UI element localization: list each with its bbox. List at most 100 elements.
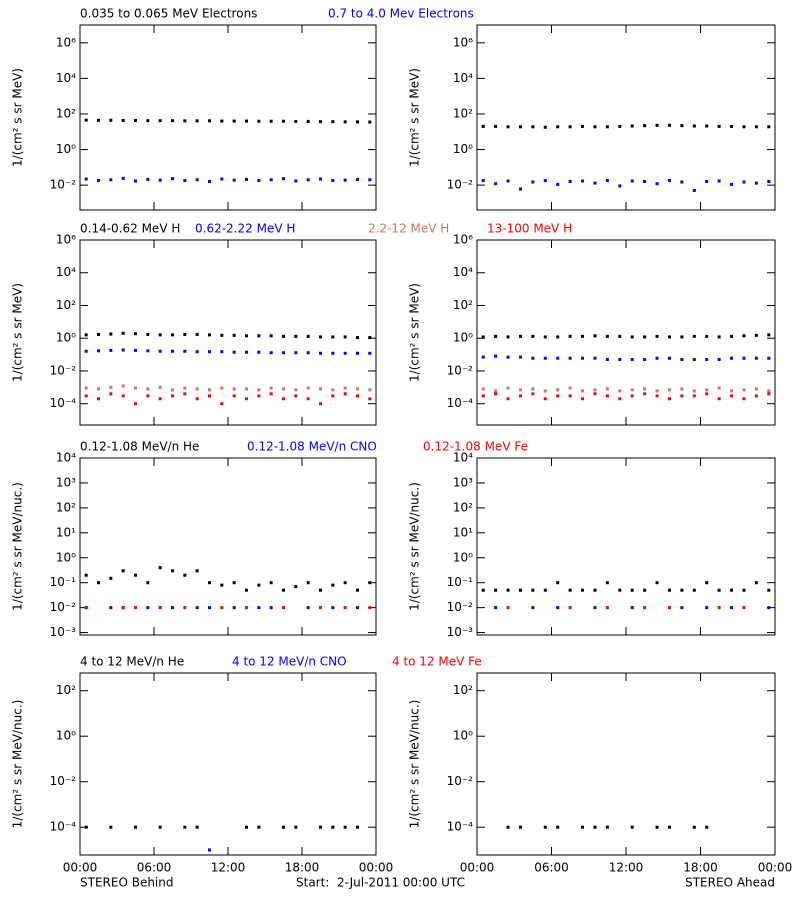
data-point bbox=[630, 588, 634, 592]
data-point bbox=[593, 334, 597, 338]
data-point bbox=[282, 351, 285, 355]
data-point bbox=[282, 334, 285, 338]
data-point bbox=[171, 606, 174, 610]
data-point bbox=[543, 825, 547, 829]
data-point bbox=[717, 606, 721, 610]
footer-right: STEREO Ahead bbox=[685, 876, 775, 890]
data-point bbox=[605, 179, 609, 183]
data-point bbox=[109, 392, 113, 396]
data-point bbox=[208, 848, 211, 852]
data-point bbox=[356, 177, 359, 181]
data-point bbox=[494, 334, 498, 338]
data-point bbox=[717, 397, 721, 401]
data-point bbox=[269, 581, 273, 585]
data-point bbox=[269, 392, 273, 396]
data-point bbox=[581, 588, 585, 592]
data-point bbox=[356, 588, 359, 592]
y-tick-label: 10⁻⁴ bbox=[447, 396, 474, 410]
data-point bbox=[294, 825, 298, 829]
data-point bbox=[506, 335, 510, 339]
data-point bbox=[680, 358, 684, 362]
data-point bbox=[717, 335, 721, 339]
data-point bbox=[767, 389, 771, 393]
x-tick-label: 18:00 bbox=[683, 861, 718, 875]
x-tick-label: 06:00 bbox=[534, 861, 569, 875]
data-point bbox=[220, 386, 224, 390]
data-point bbox=[245, 177, 248, 181]
data-point bbox=[343, 392, 347, 396]
data-point bbox=[158, 825, 162, 829]
data-point bbox=[356, 394, 359, 398]
y-tick-label: 10⁻² bbox=[50, 600, 77, 614]
data-point bbox=[692, 334, 696, 338]
y-tick-label: 10⁴ bbox=[56, 451, 76, 465]
data-point bbox=[506, 125, 510, 129]
data-point bbox=[195, 350, 199, 354]
data-point bbox=[717, 386, 721, 390]
data-point bbox=[667, 388, 671, 392]
data-point bbox=[754, 581, 758, 585]
data-point bbox=[294, 394, 298, 398]
data-point bbox=[605, 358, 609, 362]
data-point bbox=[319, 177, 322, 181]
y-tick-label: 10⁻⁴ bbox=[50, 820, 77, 834]
data-point bbox=[494, 588, 498, 592]
data-point bbox=[97, 581, 100, 585]
data-point bbox=[742, 606, 746, 610]
data-point bbox=[506, 588, 510, 592]
data-point bbox=[556, 394, 560, 398]
x-tick-label: 12:00 bbox=[211, 861, 246, 875]
y-tick-label: 10⁻¹ bbox=[447, 575, 474, 589]
data-point bbox=[568, 606, 572, 610]
data-point bbox=[146, 119, 150, 123]
y-tick-label: 10⁻¹ bbox=[50, 575, 77, 589]
data-point bbox=[506, 397, 510, 401]
data-point bbox=[368, 336, 372, 340]
data-point bbox=[183, 392, 187, 396]
data-point bbox=[705, 179, 709, 183]
data-point bbox=[593, 181, 597, 185]
data-point bbox=[319, 606, 322, 610]
data-point bbox=[220, 402, 224, 406]
y-tick-label: 10² bbox=[453, 500, 473, 514]
data-point bbox=[655, 825, 659, 829]
y-tick-label: 10⁻² bbox=[447, 363, 474, 377]
y-axis-label: 1/(cm² s sr MeV/nuc.) bbox=[11, 482, 25, 611]
data-point bbox=[705, 392, 709, 396]
data-point bbox=[171, 569, 174, 573]
data-point bbox=[494, 354, 498, 358]
data-point bbox=[306, 351, 310, 355]
data-point bbox=[506, 355, 510, 359]
y-tick-label: 10² bbox=[453, 298, 473, 312]
data-point bbox=[97, 179, 100, 183]
data-point bbox=[195, 119, 199, 123]
data-point bbox=[282, 397, 285, 401]
data-point bbox=[568, 588, 572, 592]
data-point bbox=[282, 588, 285, 592]
y-tick-label: 10⁰ bbox=[453, 142, 473, 156]
y-tick-label: 10⁻² bbox=[447, 178, 474, 192]
data-point bbox=[481, 124, 485, 128]
data-point bbox=[331, 388, 335, 392]
data-point bbox=[581, 124, 585, 128]
data-point bbox=[556, 581, 560, 585]
data-point bbox=[754, 181, 758, 185]
data-point bbox=[494, 182, 498, 186]
data-point bbox=[705, 825, 709, 829]
y-tick-label: 10⁴ bbox=[56, 71, 76, 85]
x-tick-label: 00:00 bbox=[758, 861, 793, 875]
data-point bbox=[183, 386, 187, 390]
data-point bbox=[618, 358, 622, 362]
data-point bbox=[543, 356, 547, 360]
data-point bbox=[282, 825, 285, 829]
y-tick-label: 10⁴ bbox=[453, 71, 473, 85]
data-point bbox=[705, 581, 709, 585]
data-point bbox=[506, 179, 510, 183]
data-point bbox=[605, 394, 609, 398]
data-point bbox=[643, 124, 647, 128]
data-point bbox=[220, 583, 224, 587]
data-point bbox=[109, 825, 113, 829]
data-point bbox=[531, 334, 535, 338]
data-point bbox=[730, 124, 734, 128]
data-point bbox=[257, 388, 261, 392]
